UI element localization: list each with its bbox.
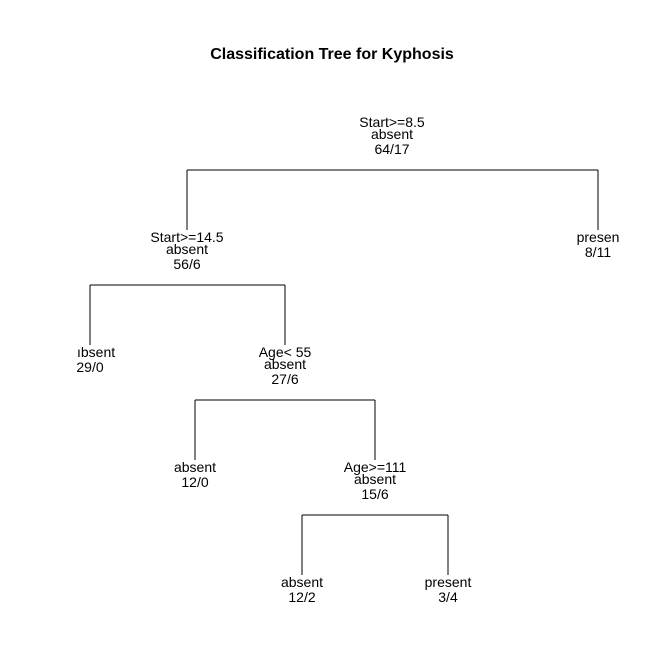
tree-edges: [0, 0, 664, 664]
node-counts: 27/6: [271, 372, 298, 387]
tree-canvas: Classification Tree for Kyphosis Start>=…: [0, 0, 664, 664]
leaf-class: absent: [281, 575, 323, 590]
leaf-class: ıbsent: [77, 345, 115, 360]
node-counts: 56/6: [173, 257, 200, 272]
node-class: absent: [264, 357, 306, 372]
leaf-counts: 29/0: [76, 360, 103, 375]
node-counts: 15/6: [361, 487, 388, 502]
leaf-counts: 8/11: [585, 245, 611, 260]
leaf-class: presen: [577, 230, 620, 245]
leaf-counts: 12/0: [181, 475, 208, 490]
leaf-counts: 3/4: [438, 590, 457, 605]
node-counts: 64/17: [374, 142, 409, 157]
node-class: absent: [354, 472, 396, 487]
node-class: absent: [371, 127, 413, 142]
leaf-counts: 12/2: [288, 590, 315, 605]
node-class: absent: [166, 242, 208, 257]
leaf-class: absent: [174, 460, 216, 475]
leaf-class: present: [425, 575, 472, 590]
